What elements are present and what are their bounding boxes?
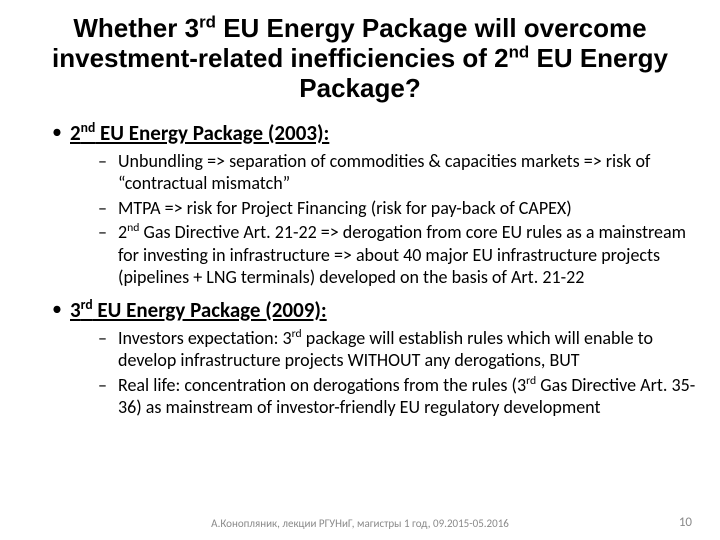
dash-icon: – [98,327,118,350]
title-part-a: Whether 3 [73,13,199,43]
sub-list-1: – Unbundling => separation of commoditie… [52,150,696,289]
s1i2c: Gas Directive Art. 21-22 => derogation f… [118,221,686,288]
section-heading-1: 2nd EU Energy Package (2003): [70,120,329,146]
list-item: – Unbundling => separation of commoditie… [98,150,696,195]
section-heading-2: 3rd EU Energy Package (2009): [70,297,327,323]
s1i0: Unbundling => separation of commodities … [118,150,650,195]
heading1-sup: nd [81,119,96,136]
s1i1: MTPA => risk for Project Financing (risk… [118,197,572,219]
sub-item-text: MTPA => risk for Project Financing (risk… [118,197,572,220]
page-number: 10 [679,515,692,530]
s1i2b: nd [127,221,139,235]
s2i0a: Investors expectation: 3 [118,327,292,349]
list-item: – MTPA => risk for Project Financing (ri… [98,197,696,220]
dash-icon: – [98,374,118,397]
heading2-post: EU Energy Package (2009): [93,297,327,323]
s2i1a: Real life: concentration on derogations … [118,374,526,396]
list-item: – Real life: concentration on derogation… [98,374,696,419]
list-item: • 2nd EU Energy Package (2003): – Unbund… [52,120,696,289]
heading1-pre: 2 [70,120,81,146]
list-item: • 3rd EU Energy Package (2009): – Invest… [52,297,696,419]
s2i1b: rd [526,374,536,388]
sub-list-2: – Investors expectation: 3rd package wil… [52,327,696,419]
sub-item-text: Real life: concentration on derogations … [118,374,696,419]
dash-icon: – [98,150,118,173]
dash-icon: – [98,221,118,244]
sub-item-text: Unbundling => separation of commodities … [118,150,696,195]
list-item: – Investors expectation: 3rd package wil… [98,327,696,372]
sub-item-text: 2nd Gas Directive Art. 21-22 => derogati… [118,221,696,289]
dash-icon: – [98,197,118,220]
bullet-list: • 2nd EU Energy Package (2003): – Unbund… [24,120,696,419]
s2i0b: rd [292,327,302,341]
footer-text: А.Конопляник, лекции РГУНиГ, магистры 1 … [0,517,720,530]
bullet-dot-icon: • [52,297,70,321]
slide-title: Whether 3rd EU Energy Package will overc… [24,14,696,104]
heading2-sup: rd [81,296,93,313]
heading1-post: EU Energy Package (2003): [95,120,329,146]
title-sup-2: nd [509,42,530,61]
sub-item-text: Investors expectation: 3rd package will … [118,327,696,372]
title-sup-1: rd [199,12,216,31]
s1i2a: 2 [118,221,127,243]
heading2-pre: 3 [70,297,81,323]
list-item: – 2nd Gas Directive Art. 21-22 => deroga… [98,221,696,289]
bullet-dot-icon: • [52,120,70,144]
